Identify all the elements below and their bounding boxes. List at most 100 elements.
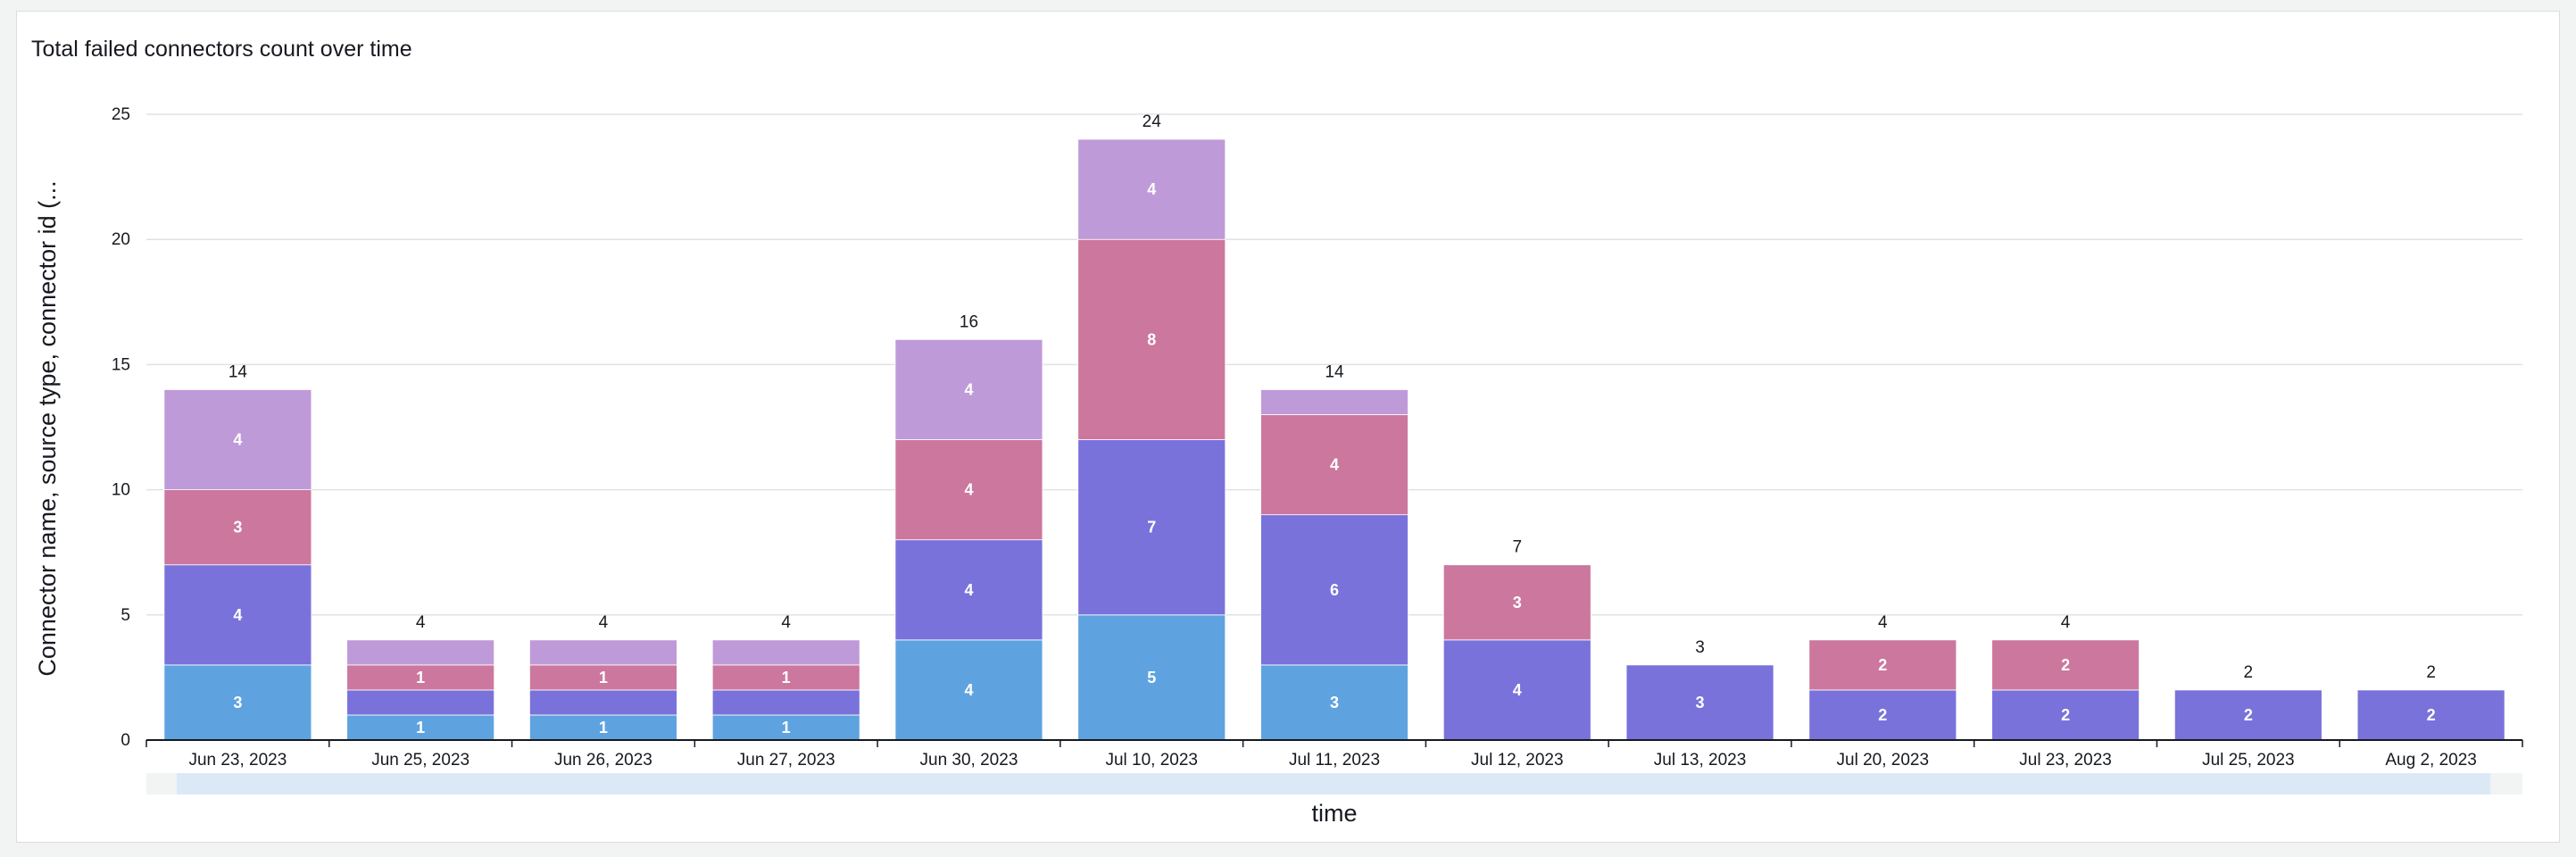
segment-data-label: 6: [1330, 581, 1339, 599]
y-axis-title: Connector name, source type, connector i…: [34, 180, 61, 676]
segment-data-label: 4: [1147, 180, 1156, 198]
x-tick-label: Jun 25, 2023: [371, 751, 469, 770]
segment-data-label: 2: [2427, 706, 2436, 724]
segment-data-label: 1: [599, 719, 608, 736]
bar-total-label: 2: [2426, 663, 2436, 682]
chart-title: Total failed connectors count over time: [31, 37, 412, 62]
bar-segment[interactable]: [894, 439, 1043, 541]
bar-segment[interactable]: [1442, 564, 1591, 641]
bar-total-label: 4: [781, 613, 791, 632]
segment-data-label: 4: [1513, 681, 1522, 699]
segment-data-label: 1: [416, 669, 425, 686]
segment-data-label: 1: [599, 669, 608, 686]
bar-segment[interactable]: [1625, 664, 1774, 741]
bar-segment[interactable]: [1077, 614, 1226, 741]
segment-data-label: 2: [2244, 706, 2253, 724]
x-range-scrollbar[interactable]: [146, 773, 2522, 795]
bar-total-label: 16: [960, 312, 978, 331]
bar-segment[interactable]: [1260, 389, 1408, 415]
bar-segment[interactable]: [1808, 639, 1957, 691]
segment-data-label: 5: [1147, 669, 1156, 686]
x-tick-label: Jul 10, 2023: [1105, 751, 1198, 770]
bar-segment[interactable]: [163, 389, 312, 491]
bar-segment[interactable]: [529, 714, 677, 741]
segment-data-label: 2: [2061, 706, 2070, 724]
x-tick-label: Jul 13, 2023: [1654, 751, 1747, 770]
bar-segment[interactable]: [1808, 689, 1957, 741]
x-tick-label: Jun 27, 2023: [737, 751, 835, 770]
bar-total-label: 4: [1878, 613, 1888, 632]
bar-segment[interactable]: [1442, 639, 1591, 741]
x-tick-label: Jul 25, 2023: [2202, 751, 2295, 770]
bar-total-label: 4: [599, 613, 609, 632]
y-tick-label: 10: [112, 481, 130, 500]
segment-data-label: 3: [1513, 594, 1522, 612]
segment-data-label: 4: [964, 380, 973, 398]
bar-segment[interactable]: [1077, 439, 1226, 616]
x-tick-label: Jun 26, 2023: [554, 751, 652, 770]
x-tick-label: Jun 30, 2023: [920, 751, 1018, 770]
bar-segment[interactable]: [1260, 664, 1408, 741]
bar-total-label: 14: [1325, 362, 1344, 381]
segment-data-label: 1: [782, 669, 791, 686]
bar-total-label: 14: [229, 362, 248, 381]
x-tick-label: Jun 23, 2023: [188, 751, 287, 770]
segment-data-label: 3: [233, 694, 242, 711]
bar-total-label: 4: [2061, 613, 2071, 632]
bar-segment[interactable]: [346, 689, 495, 716]
x-tick-label: Jul 12, 2023: [1471, 751, 1564, 770]
bar-segment[interactable]: [711, 664, 860, 691]
bar-segment[interactable]: [1991, 639, 2140, 691]
x-tick-label: Jul 20, 2023: [1837, 751, 1930, 770]
segment-data-label: 2: [1878, 706, 1887, 724]
bar-total-label: 2: [2244, 663, 2254, 682]
bar-segment[interactable]: [711, 689, 860, 716]
y-tick-label: 0: [120, 731, 130, 750]
y-tick-label: 15: [112, 355, 130, 374]
scrollbar-thumb[interactable]: [177, 773, 2490, 795]
bar-segment[interactable]: [1077, 238, 1226, 440]
bar-segment[interactable]: [894, 539, 1043, 641]
segment-data-label: 2: [1878, 656, 1887, 674]
bar-segment[interactable]: [529, 639, 677, 666]
bar-total-label: 7: [1512, 538, 1522, 557]
bar-segment[interactable]: [894, 338, 1043, 440]
bar-segment[interactable]: [163, 489, 312, 566]
y-tick-label: 5: [120, 606, 130, 625]
bar-segment[interactable]: [1260, 414, 1408, 516]
bar-segment[interactable]: [529, 689, 677, 716]
y-tick-label: 20: [112, 230, 130, 249]
bar-segment[interactable]: [163, 564, 312, 666]
segment-data-label: 4: [964, 481, 973, 499]
bar-total-label: 24: [1143, 112, 1162, 131]
bar-segment[interactable]: [894, 639, 1043, 741]
bar-total-label: 3: [1695, 638, 1705, 657]
bar-segment[interactable]: [529, 664, 677, 691]
x-axis-title: time: [1311, 800, 1357, 827]
bars[interactable]: 3434141141141144444165784243641443733224…: [163, 112, 2505, 741]
x-tick-label: Aug 2, 2023: [2385, 751, 2476, 770]
segment-data-label: 4: [1330, 456, 1339, 474]
bar-segment[interactable]: [1260, 514, 1408, 666]
segment-data-label: 3: [1330, 694, 1339, 711]
segment-data-label: 3: [1696, 694, 1705, 711]
bar-segment[interactable]: [346, 639, 495, 666]
bar-total-label: 4: [416, 613, 426, 632]
x-tick-label: Jul 11, 2023: [1289, 751, 1380, 770]
bar-segment[interactable]: [163, 664, 312, 741]
segment-data-label: 4: [964, 681, 973, 699]
segment-data-label: 4: [233, 606, 242, 624]
segment-data-label: 4: [233, 431, 242, 449]
segment-data-label: 2: [2061, 656, 2070, 674]
segment-data-label: 7: [1147, 519, 1156, 537]
segment-data-label: 1: [782, 719, 791, 736]
segment-data-label: 8: [1147, 330, 1156, 348]
bar-segment[interactable]: [711, 714, 860, 741]
segment-data-label: 1: [416, 719, 425, 736]
y-tick-label: 25: [112, 105, 130, 124]
bar-segment[interactable]: [711, 639, 860, 666]
bar-segment[interactable]: [1077, 138, 1226, 240]
x-tick-label: Jul 23, 2023: [2019, 751, 2112, 770]
